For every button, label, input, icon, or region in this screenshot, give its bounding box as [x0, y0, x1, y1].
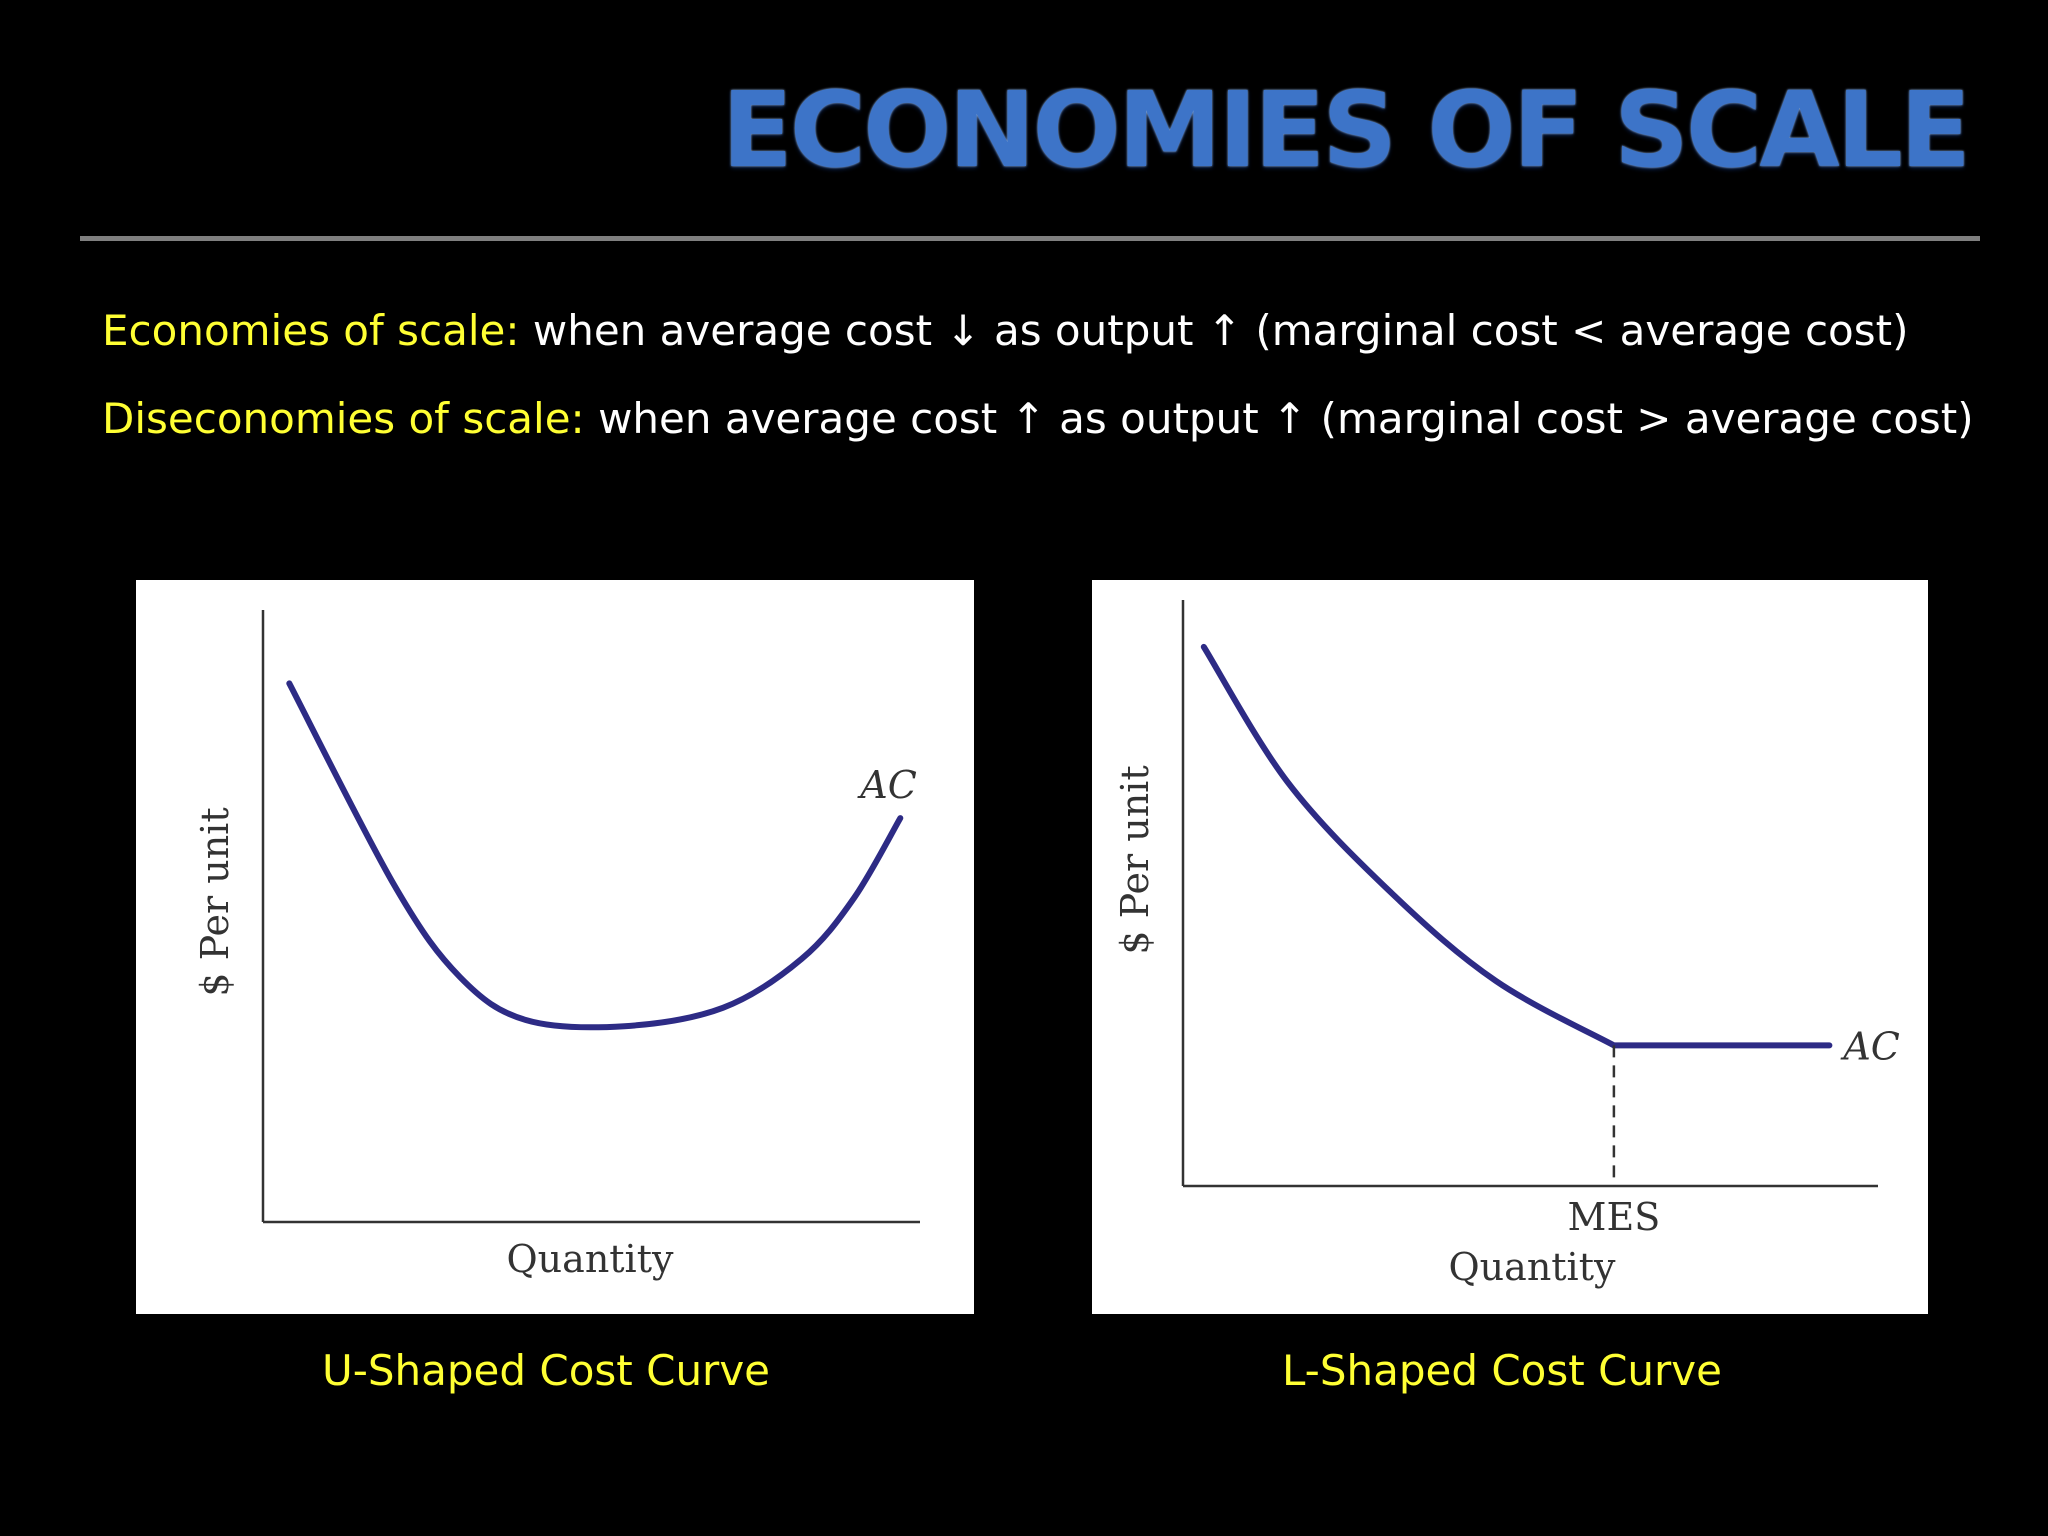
slide-title: ECONOMIES OF SCALE — [721, 69, 1971, 191]
u-shaped-caption: U-Shaped Cost Curve — [321, 1346, 771, 1395]
l-shaped-chart: MES AC Quantity $ Per unit — [1113, 600, 1900, 1289]
definition-term: Economies of scale: — [102, 306, 520, 355]
y-axis-label: $ Per unit — [1113, 765, 1157, 954]
title-divider — [80, 236, 1980, 241]
definition-text: when average cost ↑ as output ↑ (margina… — [598, 394, 1974, 443]
u-shaped-chart-panel: AC Quantity $ Per unit — [136, 580, 974, 1314]
x-axis-label: Quantity — [507, 1237, 674, 1281]
definition-diseconomies: Diseconomies of scale: when average cost… — [102, 398, 1974, 440]
u-shaped-chart: AC Quantity $ Per unit — [193, 610, 920, 1281]
ac-curve — [286, 680, 904, 1031]
definition-term: Diseconomies of scale: — [102, 394, 585, 443]
ac-curve — [1200, 643, 1833, 1049]
l-shaped-caption: L-Shaped Cost Curve — [1282, 1346, 1722, 1395]
definition-economies: Economies of scale: when average cost ↓ … — [102, 310, 1908, 352]
definition-text: when average cost ↓ as output ↑ (margina… — [532, 306, 1909, 355]
ac-series-label: AC — [1840, 1024, 1900, 1068]
mes-label: MES — [1568, 1195, 1661, 1239]
y-axis-label: $ Per unit — [193, 807, 237, 996]
ac-series-label: AC — [857, 763, 917, 807]
x-axis-label: Quantity — [1449, 1245, 1616, 1289]
l-shaped-chart-panel: MES AC Quantity $ Per unit — [1092, 580, 1928, 1314]
